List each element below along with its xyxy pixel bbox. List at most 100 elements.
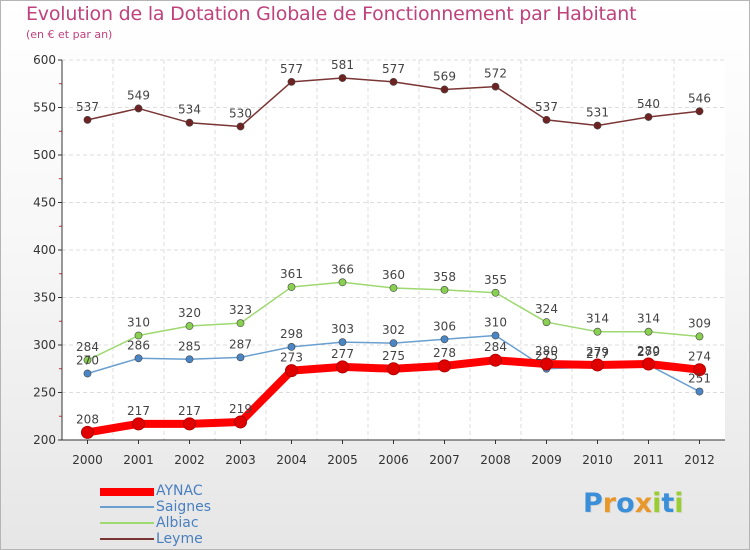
data-point-leyme <box>287 77 296 86</box>
data-label-aynac: 277 <box>331 347 354 361</box>
data-point-aynac <box>693 363 706 377</box>
x-tick-label: 2012 <box>684 453 715 467</box>
data-point-saignes <box>389 339 398 347</box>
data-label-albiac: 320 <box>178 306 201 320</box>
data-point-leyme <box>338 74 347 82</box>
legend-swatch-saignes <box>100 506 154 508</box>
data-point-saignes <box>83 369 92 378</box>
data-point-aynac <box>591 358 604 372</box>
data-point-saignes <box>287 342 296 351</box>
data-label-leyme: 530 <box>229 107 252 121</box>
data-label-aynac: 208 <box>76 412 99 426</box>
data-label-albiac: 314 <box>586 312 609 326</box>
legend-label-leyme: Leyme <box>156 531 203 547</box>
chart-title: Evolution de la Dotation Globale de Fonc… <box>26 3 637 25</box>
data-point-saignes <box>440 335 449 344</box>
data-label-saignes: 298 <box>280 327 303 341</box>
data-label-saignes: 310 <box>484 316 507 330</box>
x-tick-label: 2003 <box>225 453 256 467</box>
data-point-albiac <box>338 278 347 287</box>
logo-letter: i <box>652 488 662 519</box>
data-label-saignes: 287 <box>229 337 252 351</box>
data-point-albiac <box>236 319 245 328</box>
data-point-albiac <box>491 288 500 297</box>
x-tick-label: 2011 <box>633 453 664 467</box>
logo-letter: x <box>634 488 653 519</box>
data-label-aynac: 280 <box>637 344 660 358</box>
data-label-aynac: 278 <box>433 346 456 360</box>
data-label-saignes: 279 <box>637 345 660 359</box>
data-point-leyme <box>440 85 449 94</box>
data-point-leyme <box>695 107 704 116</box>
data-point-saignes <box>236 353 245 362</box>
data-point-albiac <box>83 356 92 365</box>
y-tick-label: 600 <box>33 53 56 67</box>
data-point-aynac <box>387 362 400 376</box>
data-label-aynac: 280 <box>535 344 558 358</box>
data-point-aynac <box>183 417 196 431</box>
data-label-leyme: 569 <box>433 69 456 83</box>
y-tick-label: 200 <box>33 433 56 447</box>
y-tick-label: 300 <box>33 338 56 352</box>
x-tick-label: 2002 <box>174 453 205 467</box>
y-tick-label: 250 <box>33 386 56 400</box>
data-point-leyme <box>83 115 92 124</box>
data-label-saignes: 303 <box>331 322 354 336</box>
data-point-aynac <box>642 357 655 371</box>
y-tick-label: 350 <box>33 291 56 305</box>
data-point-saignes <box>491 331 500 340</box>
data-point-leyme <box>389 77 398 86</box>
data-point-saignes <box>134 354 143 363</box>
data-label-albiac: 310 <box>127 316 150 330</box>
chart-subtitle: (en € et par an) <box>26 28 113 41</box>
logo-letter: o <box>616 488 635 519</box>
data-label-saignes: 286 <box>127 338 150 352</box>
data-label-saignes: 302 <box>382 323 405 337</box>
data-label-saignes: 270 <box>76 354 99 368</box>
data-point-leyme <box>236 122 245 131</box>
x-tick-label: 2005 <box>327 453 358 467</box>
data-point-albiac <box>542 318 551 327</box>
data-label-leyme: 540 <box>637 97 660 111</box>
x-tick-label: 2010 <box>582 453 613 467</box>
logo-letter: t <box>661 488 675 519</box>
data-label-albiac: 360 <box>382 268 405 282</box>
data-label-aynac: 279 <box>586 345 609 359</box>
y-tick-label: 450 <box>33 196 56 210</box>
legend-label-aynac: AYNAC <box>156 483 203 499</box>
data-label-aynac: 274 <box>688 350 711 364</box>
x-tick-label: 2000 <box>72 453 103 467</box>
data-label-leyme: 577 <box>382 62 405 76</box>
data-label-saignes: 277 <box>586 347 609 361</box>
data-point-aynac <box>234 415 247 429</box>
data-label-albiac: 361 <box>280 267 303 281</box>
data-point-leyme <box>593 121 602 130</box>
data-point-leyme <box>542 115 551 124</box>
data-label-albiac: 355 <box>484 273 507 287</box>
logo-letter: i <box>674 488 684 519</box>
data-point-aynac <box>438 359 451 373</box>
data-point-leyme <box>134 104 143 113</box>
data-point-saignes <box>185 355 194 364</box>
legend-swatch-aynac <box>100 488 154 496</box>
data-label-saignes: 306 <box>433 319 456 333</box>
data-label-leyme: 537 <box>535 100 558 114</box>
data-point-albiac <box>593 327 602 336</box>
data-label-saignes: 285 <box>178 339 201 353</box>
data-label-albiac: 366 <box>331 262 354 276</box>
data-label-albiac: 309 <box>688 316 711 330</box>
data-label-leyme: 531 <box>586 106 609 120</box>
data-point-leyme <box>491 82 500 91</box>
x-tick-label: 2009 <box>531 453 562 467</box>
x-tick-label: 2006 <box>378 453 409 467</box>
data-label-leyme: 537 <box>76 100 99 114</box>
data-point-albiac <box>440 285 449 294</box>
data-point-aynac <box>132 417 145 431</box>
data-label-albiac: 324 <box>535 302 558 316</box>
data-label-albiac: 314 <box>637 312 660 326</box>
data-label-aynac: 284 <box>484 340 507 354</box>
data-point-saignes <box>338 338 347 347</box>
data-point-albiac <box>644 327 653 336</box>
x-tick-label: 2007 <box>429 453 460 467</box>
